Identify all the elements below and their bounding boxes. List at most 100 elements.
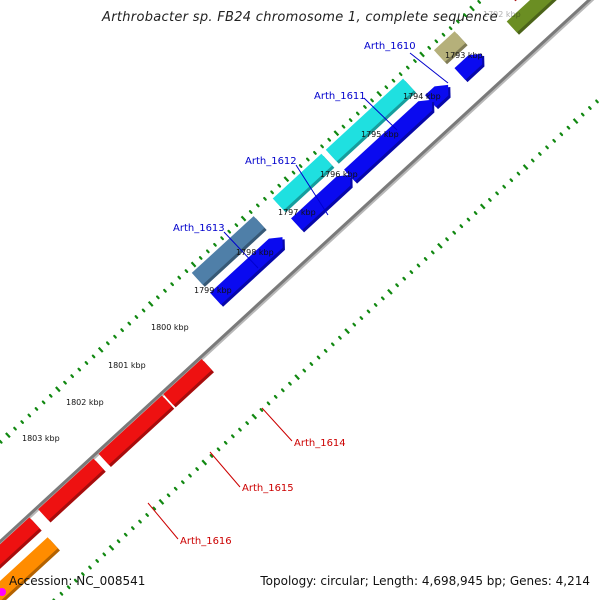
tick-mark-inner	[116, 539, 121, 544]
tick-mark-outer	[355, 111, 360, 116]
tick-mark-inner	[223, 440, 228, 445]
tick-mark-inner	[66, 585, 71, 590]
tick-mark-inner	[572, 118, 579, 125]
tick-mark-inner	[166, 493, 171, 498]
tick-mark-outer	[198, 256, 203, 260]
tick-mark-outer	[141, 308, 146, 313]
gene-label-arth-1616: Arth_1616	[180, 536, 232, 547]
tick-mark-outer	[156, 295, 160, 300]
tick-mark-inner	[530, 158, 535, 163]
tick-mark-outer	[384, 85, 389, 90]
tick-mark-outer	[477, 0, 482, 4]
gene-block-arth-1615	[98, 395, 173, 465]
tick-mark-inner	[380, 296, 385, 301]
tick-mark-inner	[73, 578, 78, 583]
tick-mark-outer	[283, 176, 290, 183]
tick-mark-inner	[452, 230, 457, 235]
feature-dot-magenta	[0, 588, 6, 596]
tick-mark-inner	[330, 342, 335, 347]
tick-mark-outer	[255, 203, 260, 208]
tick-mark-inner	[138, 519, 142, 524]
tick-mark-inner	[188, 473, 192, 478]
cds-block-red-left	[0, 517, 40, 565]
tick-mark-outer	[170, 282, 174, 287]
tick-label: 1796 kbp	[320, 170, 358, 179]
tick-mark-outer	[63, 380, 67, 385]
tick-mark-inner	[273, 394, 278, 399]
tick-mark-outer	[413, 59, 417, 63]
tick-mark-inner	[509, 178, 514, 183]
tick-mark-outer	[448, 26, 453, 31]
tick-mark-inner	[145, 513, 149, 517]
tick-mark-inner	[323, 348, 328, 353]
tick-mark-inner	[588, 106, 592, 110]
feature-block-orange	[0, 537, 58, 600]
tick-mark-inner	[466, 217, 471, 222]
feature-block-olive	[506, 0, 553, 33]
tick-mark-outer	[291, 170, 296, 175]
tick-mark-inner	[195, 467, 199, 471]
tick-mark-inner	[152, 506, 157, 511]
tick-mark-outer	[298, 164, 303, 168]
tick-mark-outer	[120, 328, 124, 333]
gene-label-arth-1611: Arth_1611	[314, 91, 366, 102]
tick-mark-inner	[81, 572, 85, 576]
tick-mark-inner	[522, 164, 529, 171]
tick-mark-outer	[77, 367, 82, 372]
tick-mark-outer	[263, 196, 267, 201]
tick-label: 1795 kbp	[361, 130, 399, 139]
tick-mark-outer	[333, 130, 340, 137]
tick-mark-outer	[5, 432, 11, 439]
tick-mark-outer	[227, 229, 232, 234]
tick-mark-outer	[463, 13, 467, 17]
tick-mark-inner	[409, 270, 414, 275]
tick-mark-outer	[441, 32, 446, 37]
tick-mark-outer	[469, 5, 475, 12]
tick-mark-outer	[313, 150, 317, 155]
tick-mark-inner	[88, 565, 92, 570]
tick-mark-outer	[363, 105, 367, 109]
gene-block-arth-1616	[38, 458, 104, 521]
tick-label: 1800 kbp	[151, 323, 189, 332]
tick-mark-outer	[190, 261, 197, 268]
tick-mark-inner	[479, 203, 486, 210]
gene-block-arth-1610	[433, 31, 466, 63]
gene-label-arth-1612: Arth_1612	[245, 156, 297, 167]
gene-label-arth-1615: Arth_1615	[242, 483, 294, 494]
tick-mark-inner	[366, 309, 371, 314]
tick-mark-outer	[106, 341, 110, 346]
tick-mark-outer	[220, 236, 224, 241]
tick-mark-outer	[427, 45, 432, 50]
tick-mark-inner	[373, 303, 378, 307]
tick-mark-inner	[266, 401, 271, 406]
tick-mark-inner	[95, 559, 100, 563]
cds-block-1612	[291, 174, 351, 231]
tick-mark-inner	[387, 288, 393, 295]
tick-mark-inner	[316, 355, 321, 360]
gene-callouts: Arth_1610 Arth_1611 Arth_1612 Arth_1613 Arth…	[147, 41, 449, 547]
tick-mark-inner	[352, 322, 357, 327]
tick-mark-inner	[488, 197, 492, 202]
tick-mark-outer	[184, 269, 189, 273]
tick-mark-inner	[259, 408, 264, 412]
tick-mark-inner	[473, 211, 478, 215]
tick-mark-inner	[131, 526, 135, 531]
tick-mark-outer	[376, 90, 383, 97]
tick-mark-inner	[181, 480, 185, 485]
tick-mark-outer	[419, 51, 425, 58]
tick-mark-inner	[209, 454, 214, 458]
tick-mark-outer	[91, 354, 96, 359]
tick-mark-outer	[320, 144, 324, 149]
tick-mark-inner	[245, 421, 249, 426]
tick-mark-inner	[251, 413, 258, 420]
tick-label: 1797 kbp	[278, 208, 316, 217]
tick-mark-inner	[230, 434, 235, 439]
tick-mark-outer	[163, 288, 167, 293]
tick-mark-inner	[545, 145, 549, 150]
callout-line-arth-1610	[409, 52, 449, 84]
tick-label: 1801 kbp	[108, 361, 146, 370]
tick-mark-inner	[445, 237, 449, 242]
